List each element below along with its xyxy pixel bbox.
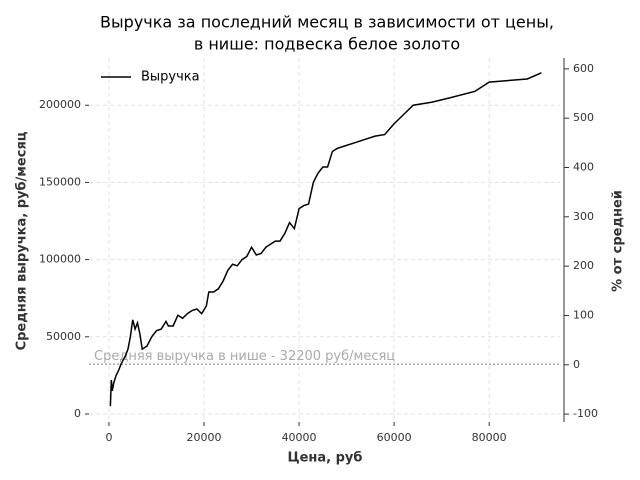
x-tick-label: 80000 (472, 431, 507, 444)
y2-tick-label: 100 (573, 308, 594, 321)
x-tick-label: 40000 (282, 431, 317, 444)
y-tick-label: 50000 (46, 330, 81, 343)
y2-tick-label: 500 (573, 111, 594, 124)
y-tick-label: 0 (74, 407, 81, 420)
legend-label: Выручка (141, 70, 200, 85)
y-axis-label: Средняя выручка, руб/месяц (15, 131, 30, 350)
x-tick-label: 0 (105, 431, 112, 444)
data-line (109, 72, 542, 407)
y2-tick-label: 0 (573, 358, 580, 371)
y2-tick-label: 600 (573, 62, 594, 75)
y2-tick-label: 300 (573, 210, 594, 223)
x-tick-label: 20000 (187, 431, 222, 444)
chart-title: Выручка за последний месяц в зависимости… (100, 13, 554, 32)
y-tick-label: 200000 (39, 98, 81, 111)
y2-tick-label: 400 (573, 160, 594, 173)
x-tick-label: 60000 (377, 431, 412, 444)
y2-tick-label: 200 (573, 259, 594, 272)
y2-tick-label: -100 (573, 407, 598, 420)
y-tick-label: 100000 (39, 253, 81, 266)
average-label: Средняя выручка в нише - 32200 руб/месяц (94, 349, 395, 364)
y2-axis-label: % от средней (611, 190, 626, 292)
y-tick-label: 150000 (39, 175, 81, 188)
x-axis-label: Цена, руб (288, 451, 363, 466)
chart-title: в нише: подвеска белое золото (194, 35, 460, 54)
